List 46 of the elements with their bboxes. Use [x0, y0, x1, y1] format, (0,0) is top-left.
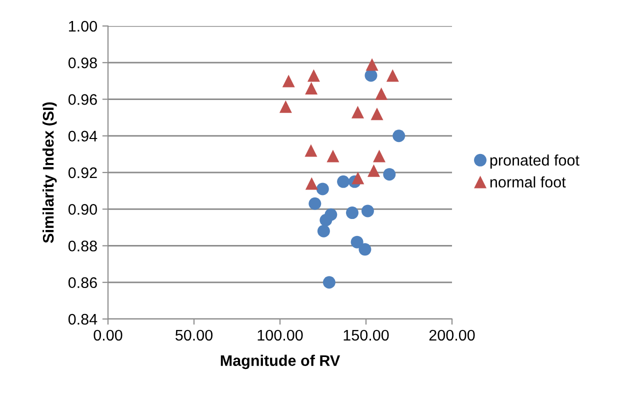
point [279, 100, 292, 113]
x-tick-label: 0.00 [94, 330, 122, 341]
point [366, 58, 378, 71]
y-tick-label: 0.90 [68, 204, 97, 215]
point [370, 108, 384, 120]
y-axis-title: Similarity Index (SI) [42, 102, 57, 243]
y-tick-label: 0.92 [68, 167, 97, 178]
point [308, 197, 322, 210]
point [364, 69, 378, 82]
point [305, 82, 318, 95]
y-tick-label: 1.00 [69, 20, 97, 32]
y-tick-label: 0.94 [68, 130, 98, 142]
point [326, 150, 340, 162]
point [337, 175, 350, 188]
point [320, 214, 332, 226]
point [316, 182, 329, 196]
point [367, 164, 380, 177]
point [386, 69, 399, 82]
point [375, 88, 388, 100]
x-tick-label: 50.00 [175, 330, 213, 341]
y-tick-label: 0.98 [68, 57, 97, 68]
y-tick-label: 0.96 [68, 94, 97, 105]
point [352, 172, 364, 184]
x-tick-label: 150.00 [344, 330, 389, 341]
legend-label: normal foot [490, 176, 566, 188]
point [305, 177, 318, 190]
point [361, 204, 374, 218]
point [383, 168, 396, 181]
legend-label: pronated foot [490, 154, 580, 169]
y-tick-label: 0.88 [68, 240, 97, 252]
point [358, 243, 372, 256]
point [350, 236, 364, 248]
x-axis-title: Magnitude of RV [220, 354, 340, 370]
x-tick-label: 100.00 [258, 330, 303, 341]
point [282, 74, 295, 88]
point [307, 69, 320, 82]
point [304, 144, 318, 157]
point [317, 224, 330, 238]
point [372, 150, 386, 162]
point [322, 276, 336, 289]
y-tick-label: 0.84 [68, 314, 98, 325]
x-tick-label: 200.00 [429, 330, 475, 341]
point [351, 106, 364, 118]
point [392, 130, 406, 142]
point [346, 206, 358, 220]
y-tick-label: 0.86 [68, 277, 97, 288]
